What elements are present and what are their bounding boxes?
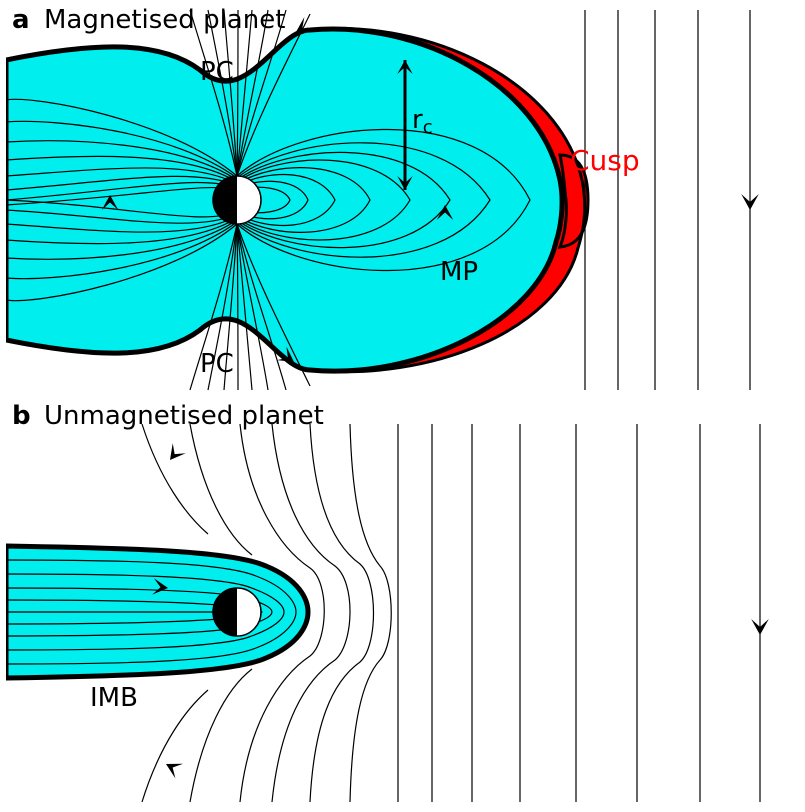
panel-a-title: Magnetised planet — [44, 5, 285, 35]
panel-b-letter: b — [12, 401, 31, 431]
panel-a-letter: a — [12, 5, 30, 35]
label-pc-top: PC — [200, 57, 234, 87]
imf-lines-b — [398, 424, 760, 802]
panel-a — [6, 10, 759, 390]
label-imb: IMB — [90, 683, 138, 713]
label-cusp: Cusp — [570, 144, 640, 177]
label-mp: MP — [440, 257, 478, 287]
imf-lines-a — [585, 10, 750, 390]
panel-b-title: Unmagnetised planet — [44, 401, 324, 431]
panel-b — [6, 424, 769, 802]
label-pc-bottom: PC — [200, 349, 234, 379]
magnetopause-region — [6, 29, 562, 371]
